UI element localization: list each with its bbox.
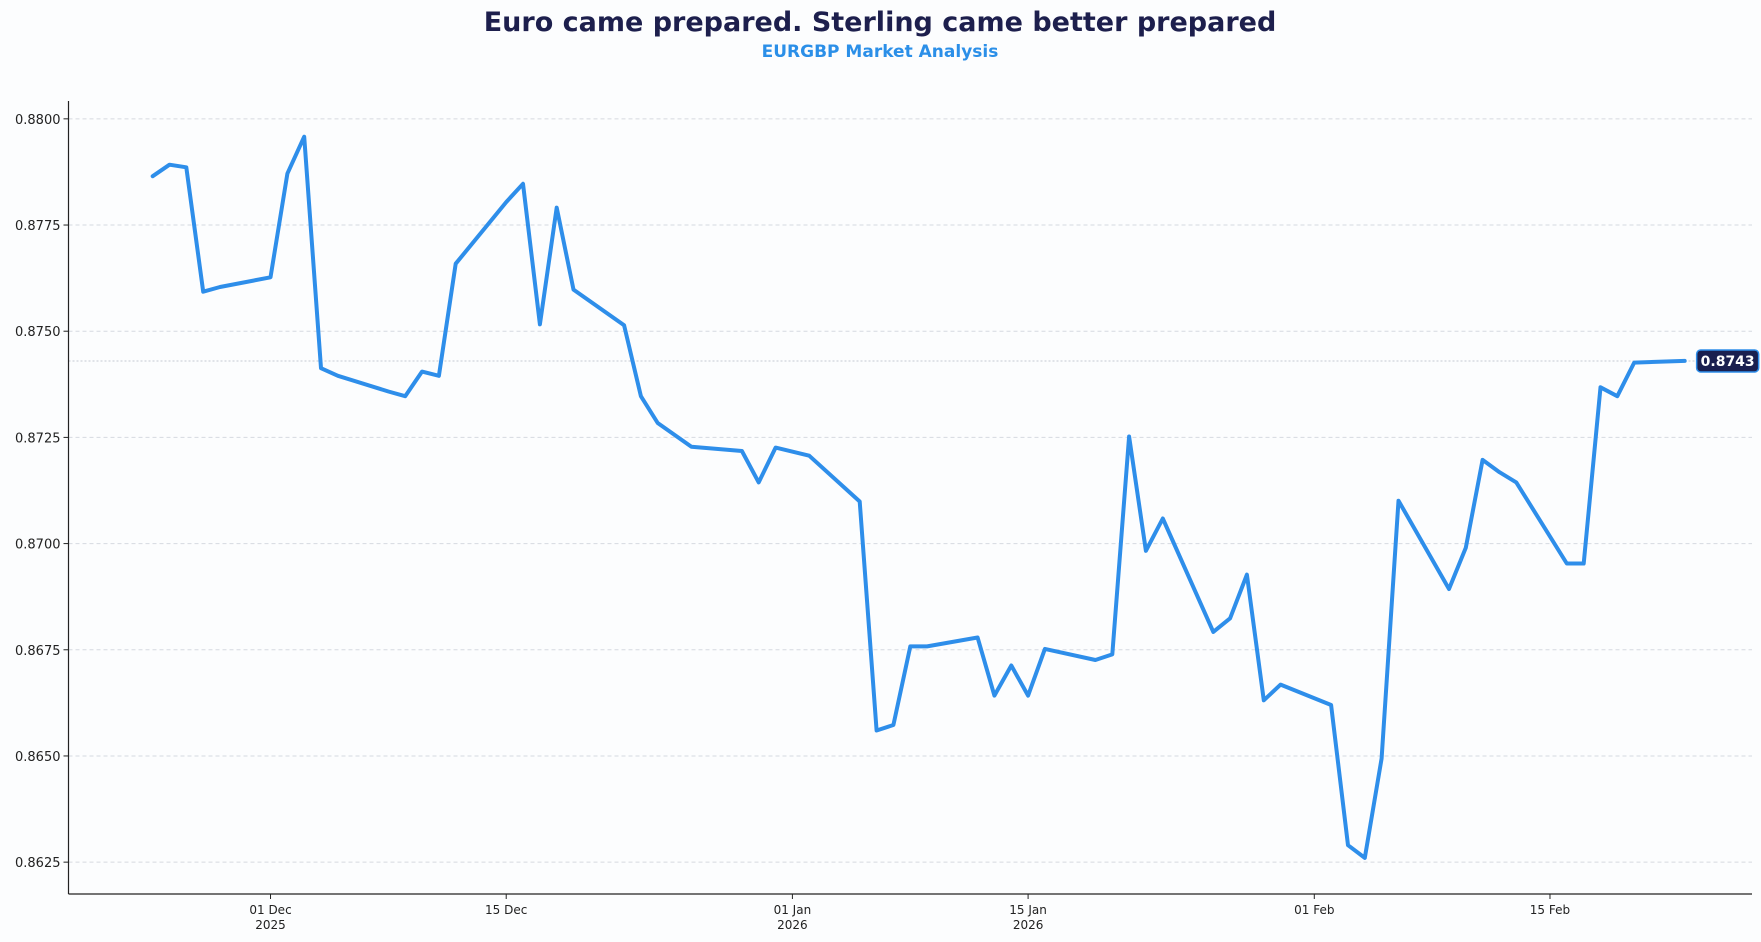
x-tick-year-label: 2025 xyxy=(255,918,286,932)
x-tick-label: 01 Jan xyxy=(774,903,812,917)
last-value-label: 0.8743 xyxy=(1701,354,1755,370)
x-tick-year-label: 2026 xyxy=(777,918,808,932)
y-tick-label: 0.8675 xyxy=(15,644,61,659)
y-tick-label: 0.8750 xyxy=(15,325,61,340)
y-tick-label: 0.8775 xyxy=(15,219,61,234)
x-tick-year-label: 2026 xyxy=(1013,918,1044,932)
y-tick-label: 0.8650 xyxy=(15,750,61,765)
y-axis-ticks: 0.8625 0.8650 0.8675 0.8700 0.8725 0.8750 0.87… xyxy=(15,113,69,871)
x-tick-label: 01 Feb xyxy=(1294,903,1334,917)
series-line xyxy=(150,134,1687,860)
y-tick-label: 0.8625 xyxy=(15,856,61,871)
x-tick-label: 15 Feb xyxy=(1530,903,1570,917)
x-tick-label: 01 Dec xyxy=(249,903,291,917)
chart-title: Euro came prepared. Sterling came better… xyxy=(484,7,1277,38)
last-value-badge: 0.8743 xyxy=(1695,349,1760,373)
chart-subtitle: EURGBP Market Analysis xyxy=(762,42,999,62)
data-points xyxy=(153,137,1685,858)
x-tick-label: 15 Dec xyxy=(485,903,527,917)
gridlines xyxy=(68,118,1752,863)
y-tick-label: 0.8725 xyxy=(15,431,61,446)
y-tick-label: 0.8700 xyxy=(15,538,61,553)
y-tick-label: 0.8800 xyxy=(15,113,61,128)
x-tick-label: 15 Jan xyxy=(1009,903,1047,917)
